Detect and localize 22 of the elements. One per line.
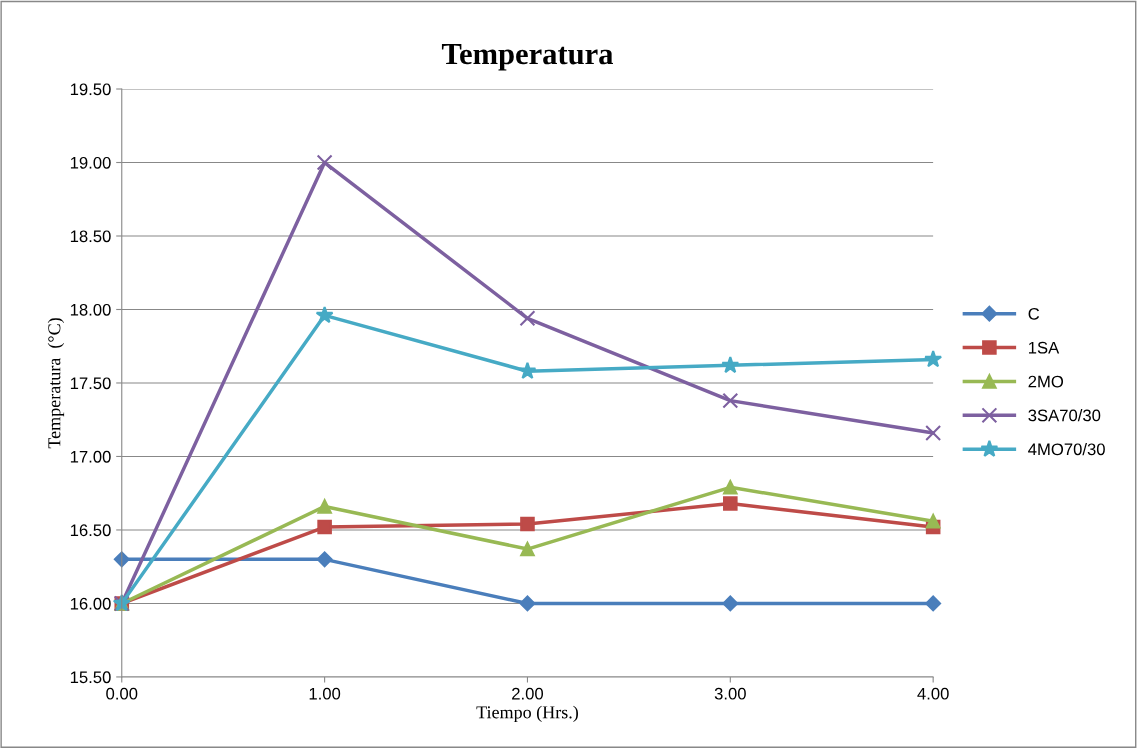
x-tick-label: 0.00 bbox=[106, 687, 138, 700]
x-axis-title: Tiempo (Hrs.) bbox=[476, 705, 578, 723]
y-tick-label: 18.50 bbox=[70, 230, 111, 243]
x-tick-label: 4.00 bbox=[917, 687, 949, 700]
legend-label: 3SA70/30 bbox=[1028, 409, 1101, 422]
chart-title: Temperatura bbox=[441, 44, 613, 71]
legend-label: 4MO70/30 bbox=[1028, 442, 1105, 456]
legend-label: 1SA bbox=[1028, 341, 1060, 354]
x-tick-label: 2.00 bbox=[512, 687, 544, 700]
y-tick-label: 16.00 bbox=[70, 597, 111, 610]
y-tick-label: 18.00 bbox=[70, 303, 111, 316]
legend-label: C bbox=[1028, 307, 1040, 320]
x-tick-label: 1.00 bbox=[309, 687, 341, 700]
x-tick-label: 3.00 bbox=[714, 687, 746, 700]
y-tick-label: 17.00 bbox=[70, 450, 111, 463]
legend-label: 2MO bbox=[1028, 375, 1064, 388]
y-tick-label: 19.00 bbox=[70, 156, 111, 169]
y-tick-label: 17.50 bbox=[70, 377, 111, 390]
y-tick-label: 19.50 bbox=[70, 83, 111, 96]
y-tick-label: 16.50 bbox=[70, 524, 111, 537]
y-tick-label: 15.50 bbox=[70, 671, 111, 684]
y-axis-title: Temperatura (°C) bbox=[47, 318, 65, 449]
